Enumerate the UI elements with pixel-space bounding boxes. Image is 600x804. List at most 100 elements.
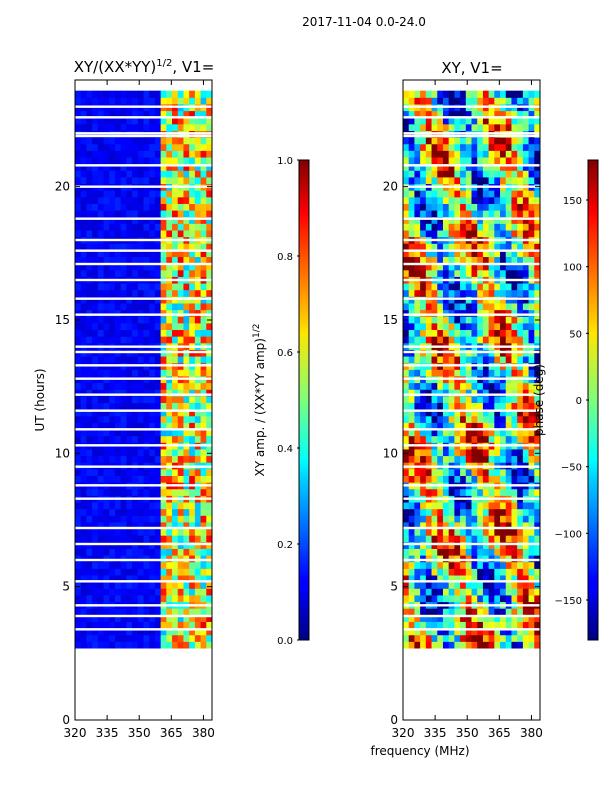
heatmap-cell bbox=[80, 302, 87, 311]
heatmap-cell bbox=[403, 528, 410, 536]
heatmap-cell bbox=[166, 521, 173, 530]
heatmap-cell bbox=[120, 289, 127, 297]
heatmap-cell bbox=[528, 628, 535, 636]
heatmap-cell bbox=[477, 488, 484, 496]
heatmap-cell bbox=[437, 322, 444, 331]
heatmap-cell bbox=[75, 628, 82, 636]
heatmap-cell bbox=[528, 541, 535, 549]
heatmap-cell bbox=[103, 97, 110, 105]
heatmap-cell bbox=[437, 435, 444, 443]
heatmap-cell bbox=[420, 123, 427, 131]
heatmap-cell bbox=[528, 475, 535, 483]
heatmap-cell bbox=[431, 190, 438, 198]
heatmap-cell bbox=[75, 581, 82, 589]
heatmap-cell bbox=[534, 283, 541, 291]
heatmap-cell bbox=[166, 223, 173, 231]
heatmap-cell bbox=[189, 614, 196, 622]
heatmap-cell bbox=[80, 608, 87, 616]
heatmap-cell bbox=[80, 561, 87, 569]
heatmap-cell bbox=[505, 243, 512, 251]
heatmap-cell bbox=[465, 230, 472, 238]
heatmap-cell bbox=[488, 256, 495, 264]
heatmap-cell bbox=[154, 283, 162, 291]
heatmap-cell bbox=[194, 190, 202, 198]
heatmap-cell bbox=[528, 488, 535, 496]
heatmap-cell bbox=[183, 196, 190, 204]
heatmap-cell bbox=[500, 137, 507, 145]
heatmap-cell bbox=[154, 117, 162, 125]
heatmap-cell bbox=[420, 422, 427, 430]
heatmap-cell bbox=[522, 521, 530, 530]
heatmap-cell bbox=[471, 535, 478, 543]
heatmap-cell bbox=[200, 322, 207, 331]
heatmap-cell bbox=[200, 575, 207, 583]
heatmap-cell bbox=[511, 548, 518, 556]
heatmap-cell bbox=[482, 289, 490, 297]
heatmap-cell bbox=[172, 110, 179, 118]
heatmap-cell bbox=[471, 223, 478, 231]
heatmap-cell bbox=[200, 634, 207, 642]
heatmap-cell bbox=[431, 389, 438, 397]
heatmap-cell bbox=[494, 634, 501, 642]
heatmap-cell bbox=[511, 541, 518, 549]
heatmap-cell bbox=[517, 448, 524, 457]
heatmap-cell bbox=[465, 548, 472, 556]
heatmap-cell bbox=[97, 302, 105, 311]
heatmap-cell bbox=[408, 581, 415, 589]
heatmap-cell bbox=[454, 548, 461, 556]
heatmap-cell bbox=[160, 150, 167, 158]
heatmap-cell bbox=[126, 568, 133, 576]
data-gap-line bbox=[75, 345, 212, 348]
heatmap-cell bbox=[471, 137, 478, 145]
heatmap-cell bbox=[437, 634, 444, 642]
heatmap-cell bbox=[528, 223, 535, 231]
heatmap-cell bbox=[482, 137, 490, 145]
heatmap-cell bbox=[86, 263, 93, 271]
heatmap-cell bbox=[448, 588, 455, 596]
heatmap-cell bbox=[109, 150, 116, 158]
heatmap-cell bbox=[471, 243, 478, 251]
heatmap-cell bbox=[442, 402, 450, 410]
heatmap-cell bbox=[425, 389, 433, 397]
data-gap-line bbox=[403, 350, 540, 354]
heatmap-cell bbox=[471, 263, 478, 271]
heatmap-cell bbox=[132, 521, 139, 530]
colorbar-tick-label: 100 bbox=[563, 263, 582, 274]
heatmap-cell bbox=[522, 409, 530, 417]
heatmap-cell bbox=[431, 143, 438, 151]
heatmap-cell bbox=[132, 634, 139, 642]
heatmap-cell bbox=[172, 548, 179, 556]
heatmap-cell bbox=[522, 448, 530, 457]
heatmap-cell bbox=[206, 269, 213, 277]
colorbar-tick-label: 0.0 bbox=[277, 636, 293, 647]
heatmap-cell bbox=[505, 230, 512, 238]
heatmap-cell bbox=[488, 502, 495, 510]
heatmap-cell bbox=[177, 322, 184, 331]
heatmap-cell bbox=[194, 269, 202, 277]
heatmap-cell bbox=[431, 369, 438, 377]
heatmap-cell bbox=[437, 283, 444, 291]
heatmap-cell bbox=[420, 568, 427, 576]
heatmap-cell bbox=[143, 488, 150, 496]
heatmap-cell bbox=[403, 249, 410, 258]
heatmap-cell bbox=[126, 143, 133, 151]
heatmap-cell bbox=[177, 608, 184, 616]
heatmap-cell bbox=[206, 382, 213, 390]
heatmap-cell bbox=[80, 389, 87, 397]
heatmap-cell bbox=[511, 641, 518, 649]
heatmap-cell bbox=[137, 575, 144, 583]
heatmap-cell bbox=[403, 196, 410, 204]
heatmap-cell bbox=[425, 283, 433, 291]
heatmap-cell bbox=[517, 468, 524, 476]
heatmap-cell bbox=[528, 395, 535, 403]
heatmap-cell bbox=[86, 117, 93, 125]
heatmap-cell bbox=[92, 628, 99, 636]
heatmap-cell bbox=[86, 143, 93, 151]
heatmap-cell bbox=[200, 621, 207, 629]
heatmap-cell bbox=[200, 170, 207, 178]
heatmap-cell bbox=[460, 422, 467, 430]
heatmap-cell bbox=[137, 263, 144, 271]
heatmap-cell bbox=[154, 515, 162, 523]
heatmap-cell bbox=[505, 475, 512, 483]
heatmap-cell bbox=[431, 256, 438, 264]
